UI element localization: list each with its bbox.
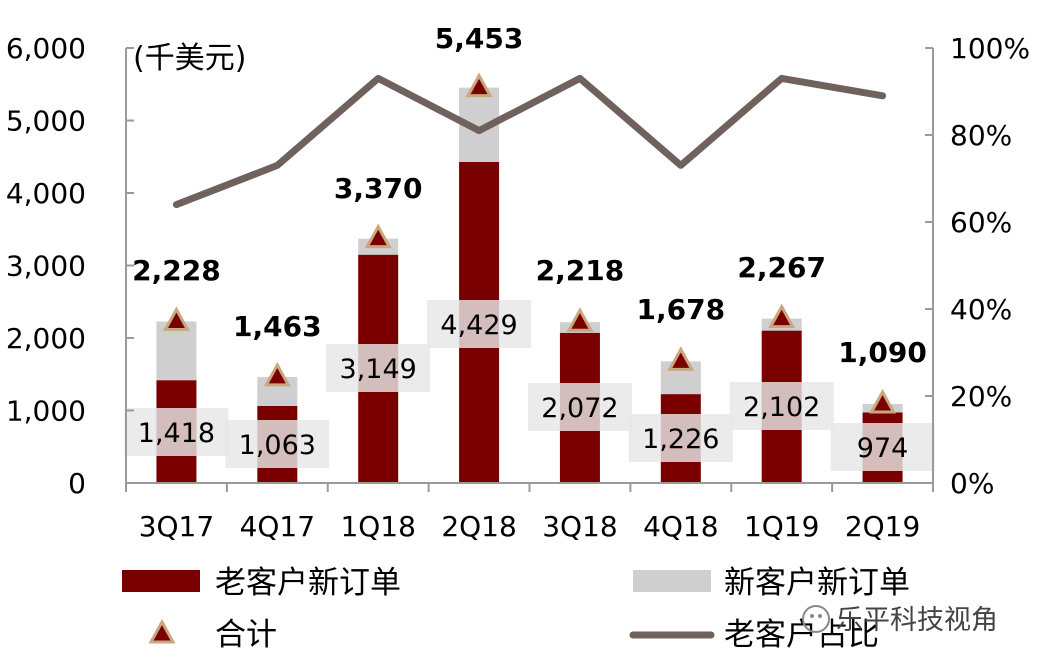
legend-swatch bbox=[122, 570, 200, 592]
category-label: 4Q18 bbox=[643, 510, 718, 543]
total-marker-1Q19 bbox=[768, 303, 796, 329]
legend-label: 老客户占比 bbox=[724, 617, 879, 653]
legend-label: 合计 bbox=[215, 617, 277, 653]
total-value-label: 2,218 bbox=[536, 254, 625, 287]
total-marker-3Q17 bbox=[162, 306, 190, 331]
total-marker-2Q18 bbox=[465, 72, 493, 98]
old-value-label: 3,149 bbox=[340, 354, 417, 385]
old-label-box bbox=[830, 423, 935, 471]
left-tick-label: 6,000 bbox=[6, 32, 86, 65]
right-tick-label: 60% bbox=[950, 206, 1012, 239]
right-tick-label: 0% bbox=[950, 467, 994, 500]
unit-label: (千美元) bbox=[133, 41, 246, 76]
old-label-box bbox=[427, 300, 532, 348]
right-tick-label: 40% bbox=[950, 293, 1012, 326]
old-value-label: 974 bbox=[857, 433, 909, 464]
left-tick-label: 3,000 bbox=[6, 250, 86, 283]
total-value-label: 3,370 bbox=[334, 172, 423, 205]
category-label: 1Q18 bbox=[340, 510, 415, 543]
wechat-icon bbox=[802, 605, 830, 633]
left-tick-label: 2,000 bbox=[6, 322, 86, 355]
bar-new-3Q17 bbox=[156, 321, 197, 381]
total-value-label: 2,267 bbox=[737, 251, 826, 284]
total-marker-3Q18 bbox=[566, 307, 594, 332]
left-tick-label: 4,000 bbox=[6, 177, 86, 210]
legend-item-old: 老客户新订单 bbox=[122, 565, 401, 601]
left-tick-label: 0 bbox=[68, 467, 86, 500]
category-label: 3Q17 bbox=[139, 510, 214, 543]
total-marker-4Q18 bbox=[667, 346, 695, 371]
legend-label: 新客户新订单 bbox=[724, 565, 910, 601]
old-value-label: 1,063 bbox=[239, 430, 316, 461]
legend-item-total: 合计 bbox=[148, 617, 277, 653]
old-value-label: 1,418 bbox=[138, 418, 215, 449]
total-marker-1Q18 bbox=[364, 223, 392, 249]
old-value-label: 2,102 bbox=[743, 392, 820, 423]
category-label: 3Q18 bbox=[542, 510, 617, 543]
old-value-label: 2,072 bbox=[541, 393, 618, 424]
watermark-text: 乐平科技视角 bbox=[836, 605, 998, 636]
old-label-box bbox=[628, 414, 733, 462]
right-tick-label: 80% bbox=[950, 119, 1012, 152]
old-label-box bbox=[225, 420, 330, 468]
old-label-box bbox=[527, 383, 632, 431]
right-tick-label: 100% bbox=[950, 32, 1030, 65]
left-tick-label: 1,000 bbox=[6, 395, 86, 428]
total-value-label: 1,463 bbox=[233, 310, 322, 343]
legend-swatch bbox=[633, 570, 711, 592]
legend-item-share: 老客户占比 bbox=[629, 617, 879, 653]
total-value-label: 5,453 bbox=[435, 22, 524, 55]
total-value-label: 1,678 bbox=[637, 293, 726, 326]
category-label: 1Q19 bbox=[744, 510, 819, 543]
right-tick-label: 20% bbox=[950, 380, 1012, 413]
total-value-label: 2,228 bbox=[132, 254, 221, 287]
old-value-label: 4,429 bbox=[440, 310, 517, 341]
total-marker-4Q17 bbox=[263, 361, 291, 387]
old-customer-share-line bbox=[172, 74, 887, 209]
category-label: 2Q19 bbox=[845, 510, 920, 543]
legend-item-new: 新客户新订单 bbox=[633, 565, 910, 601]
triangle-icon bbox=[148, 618, 176, 644]
category-label: 2Q18 bbox=[441, 510, 516, 543]
axes-layer: 0 1,000 2,000 3,000 4,000 5,000 6,000 0% 20% 40% 6… bbox=[6, 32, 1030, 543]
data-labels-layer: 1,418 1,063 3,149 4,429 2,072 1,226 2,102 974 2,… bbox=[124, 22, 935, 471]
left-tick-label: 5,000 bbox=[6, 105, 86, 138]
legend-label: 老客户新订单 bbox=[215, 565, 401, 601]
category-label: 4Q17 bbox=[240, 510, 315, 543]
old-label-box bbox=[729, 382, 834, 430]
watermark: 乐平科技视角 bbox=[802, 605, 998, 636]
total-value-label: 1,090 bbox=[838, 336, 927, 369]
total-marker-2Q19 bbox=[869, 388, 897, 414]
old-value-label: 1,226 bbox=[642, 424, 719, 455]
old-label-box bbox=[326, 344, 431, 392]
old-label-box bbox=[124, 408, 229, 456]
total-markers-layer bbox=[162, 72, 897, 414]
